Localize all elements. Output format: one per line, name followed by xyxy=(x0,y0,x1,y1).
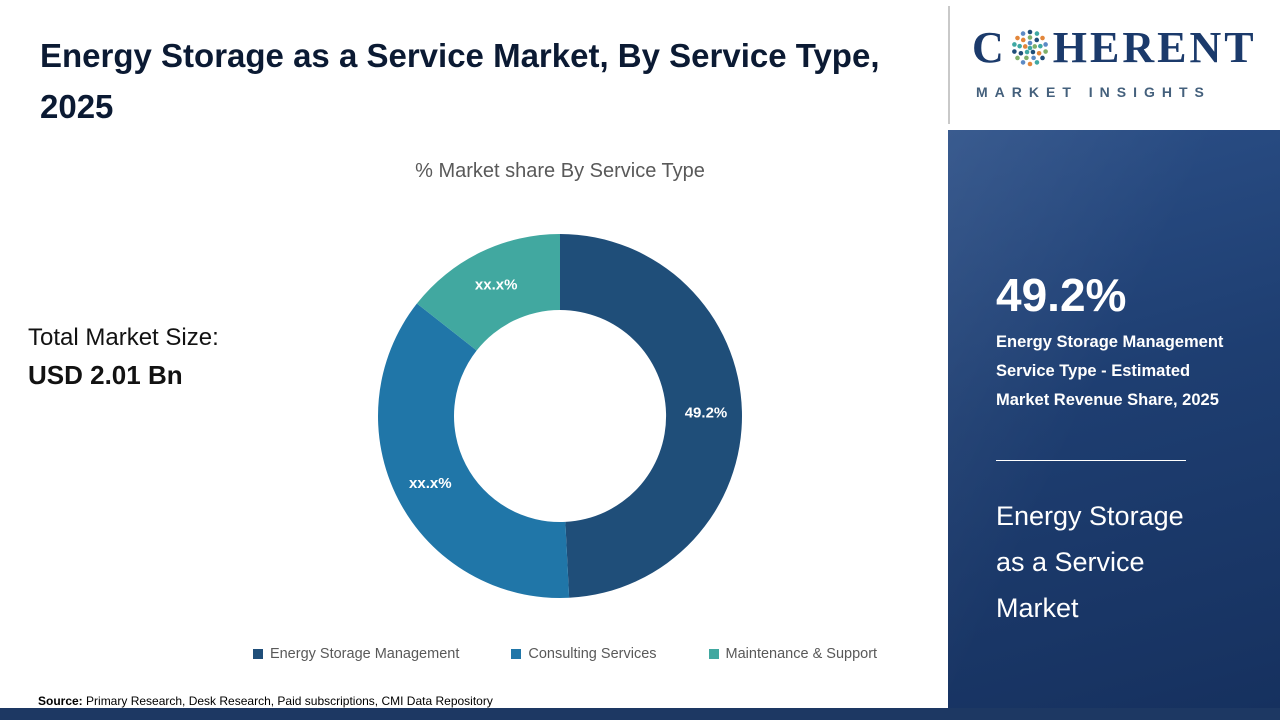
panel-divider xyxy=(996,460,1186,461)
donut-chart: 49.2% xx.x% xx.x% xyxy=(375,231,745,601)
highlight-stat-description: Energy Storage Management Service Type -… xyxy=(996,328,1224,415)
brand-logo-area: C HERENT MARKET INSIGHTS xyxy=(948,0,1280,130)
donut-chart-svg: 49.2% xx.x% xx.x% xyxy=(378,234,742,598)
total-market-size-block: Total Market Size: USD 2.01 Bn xyxy=(28,324,219,391)
source-line: Source: Primary Research, Desk Research,… xyxy=(38,694,493,708)
logo-word-end: HERENT xyxy=(1052,23,1257,72)
highlight-stat-value: 49.2% xyxy=(996,269,1127,321)
highlight-panel: 49.2% Energy Storage Management Service … xyxy=(948,130,1280,708)
page-title: Energy Storage as a Service Market, By S… xyxy=(40,37,880,126)
chart-legend: Energy Storage Management Consulting Serv… xyxy=(90,646,1040,662)
stat-description-rest: Service Type - Estimated Market Revenue … xyxy=(996,361,1219,409)
logo-divider xyxy=(948,6,950,124)
donut-segment-label: 49.2% xyxy=(685,404,728,421)
donut-segment-label: xx.x% xyxy=(475,277,518,294)
logo-subtitle: MARKET INSIGHTS xyxy=(976,84,1211,100)
total-market-size-value: USD 2.01 Bn xyxy=(28,360,183,390)
legend-label: Maintenance & Support xyxy=(725,646,878,662)
legend-swatch xyxy=(708,649,719,659)
market-name: Energy Storage as a Service Market xyxy=(996,501,1184,623)
legend-label: Consulting Services xyxy=(528,646,657,662)
stat-description-bold: Energy Storage Management xyxy=(996,333,1224,351)
footer-bar xyxy=(0,708,1280,720)
legend-item: Energy Storage Management xyxy=(252,646,460,662)
source-text: Primary Research, Desk Research, Paid su… xyxy=(82,694,493,708)
donut-segment-label: xx.x% xyxy=(409,475,452,492)
chart-subtitle: % Market share By Service Type xyxy=(415,160,705,182)
legend-item: Maintenance & Support xyxy=(708,646,878,662)
donut-segment-consulting-services xyxy=(378,303,570,598)
donut-segment-maintenance-support xyxy=(416,234,560,351)
legend-swatch xyxy=(252,649,263,659)
legend-swatch xyxy=(511,649,522,659)
globe-dots-icon xyxy=(1011,29,1048,66)
source-prefix: Source: xyxy=(38,694,83,708)
legend-label: Energy Storage Management xyxy=(269,646,460,662)
brand-logo: C HERENT xyxy=(972,22,1257,73)
logo-word-start: C xyxy=(972,23,1007,72)
total-market-size-label: Total Market Size: xyxy=(28,324,219,351)
legend-item: Consulting Services xyxy=(511,646,657,662)
donut-segment-energy-storage-management xyxy=(560,234,742,598)
